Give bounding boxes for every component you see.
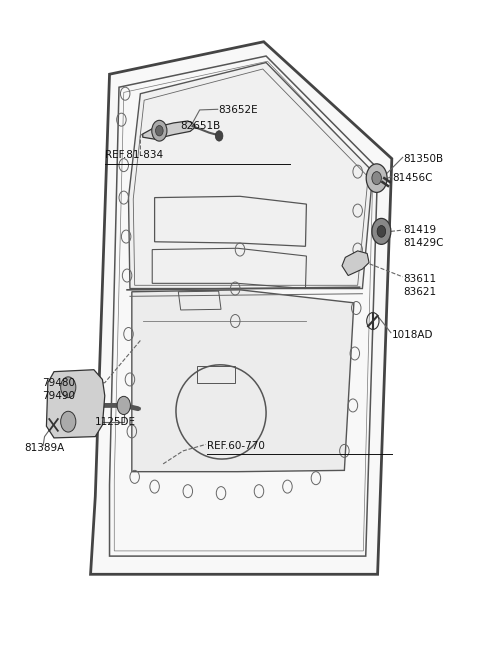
Text: 1125DE: 1125DE (96, 417, 136, 426)
Text: 81429C: 81429C (404, 238, 444, 248)
Polygon shape (129, 62, 373, 289)
Circle shape (60, 377, 76, 398)
Text: 81419: 81419 (404, 225, 437, 235)
Polygon shape (47, 369, 105, 438)
Text: 1018AD: 1018AD (392, 330, 433, 341)
Polygon shape (143, 121, 195, 139)
Polygon shape (132, 290, 354, 472)
Circle shape (156, 126, 163, 136)
Text: 81456C: 81456C (392, 173, 432, 183)
Text: 79480: 79480 (42, 378, 75, 388)
Circle shape (117, 396, 131, 415)
Polygon shape (91, 42, 392, 574)
Circle shape (60, 411, 76, 432)
Text: 82651B: 82651B (180, 121, 221, 131)
Text: 83621: 83621 (404, 287, 437, 297)
Circle shape (152, 121, 167, 141)
Text: 83652E: 83652E (219, 105, 258, 115)
Text: 79490: 79490 (42, 390, 75, 401)
Polygon shape (342, 251, 369, 276)
Text: 81389A: 81389A (24, 443, 64, 453)
Circle shape (372, 218, 391, 244)
Text: 81350B: 81350B (404, 154, 444, 164)
Circle shape (372, 172, 382, 185)
Circle shape (216, 131, 223, 141)
Text: 83611: 83611 (404, 274, 437, 284)
Text: REF.60-770: REF.60-770 (207, 441, 264, 451)
Circle shape (366, 164, 387, 193)
Circle shape (377, 225, 385, 237)
Text: REF.81-834: REF.81-834 (105, 151, 163, 160)
